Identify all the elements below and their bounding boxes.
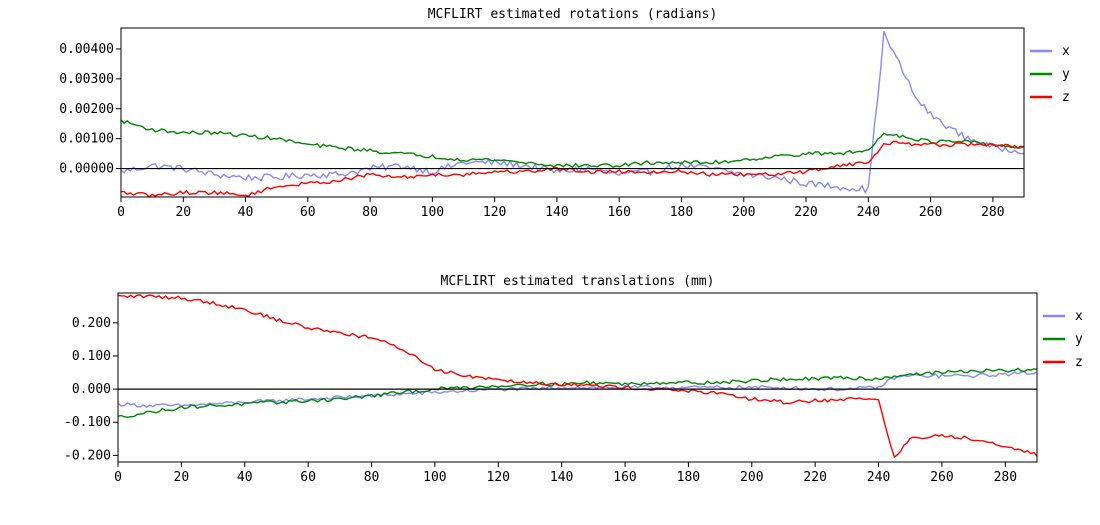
series-line-z: [118, 294, 1037, 459]
rotations-chart: MCFLIRT estimated rotations (radians) xyz…: [59, 7, 1070, 220]
x-tick-label: 240: [867, 470, 890, 485]
translations-chart: MCFLIRT estimated translations (mm) xyz 0 2…: [64, 274, 1083, 485]
y-tick-label: 0.00200: [59, 102, 114, 117]
legend-label-y: y: [1062, 67, 1070, 82]
x-tick-label: 220: [803, 470, 826, 485]
series-line-x: [121, 31, 1024, 195]
x-tick-label: 60: [300, 470, 316, 485]
y-tick-label: -0.100: [64, 415, 111, 430]
x-tick-label: 180: [677, 470, 700, 485]
x-tick-label: 260: [919, 205, 942, 220]
y-tick-label: 0.00000: [59, 162, 114, 177]
x-tick-label: 120: [483, 205, 506, 220]
x-tick-label: 160: [607, 205, 630, 220]
x-tick-label: 200: [732, 205, 755, 220]
x-tick-label: 80: [362, 205, 378, 220]
x-tick-label: 80: [364, 470, 380, 485]
y-tick-label: 0.00100: [59, 132, 114, 147]
plot-frame: [117, 292, 1038, 463]
legend-label-x: x: [1075, 309, 1083, 324]
x-tick-label: 280: [981, 205, 1004, 220]
y-tick-label: 0.200: [72, 316, 111, 331]
x-tick-label: 280: [994, 470, 1017, 485]
legend-label-x: x: [1062, 44, 1070, 59]
chart-title: MCFLIRT estimated translations (mm): [441, 274, 715, 289]
x-tick-label: 100: [423, 470, 446, 485]
x-tick-label: 240: [857, 205, 880, 220]
x-tick-label: 200: [740, 470, 763, 485]
x-tick-label: 0: [117, 205, 125, 220]
x-tick-label: 120: [487, 470, 510, 485]
x-tick-label: 180: [670, 205, 693, 220]
x-tick-label: 100: [421, 205, 444, 220]
x-tick-label: 220: [794, 205, 817, 220]
x-tick-label: 40: [237, 470, 253, 485]
series-line-x: [118, 370, 1037, 409]
x-tick-label: 20: [175, 205, 191, 220]
x-tick-label: 140: [550, 470, 573, 485]
x-tick-label: 0: [114, 470, 122, 485]
y-tick-label: -0.200: [64, 448, 111, 463]
series-line-y: [121, 119, 1024, 169]
x-tick-label: 40: [238, 205, 254, 220]
x-tick-label: 60: [300, 205, 316, 220]
x-tick-label: 260: [930, 470, 953, 485]
y-tick-label: 0.00300: [59, 72, 114, 87]
chart-title: MCFLIRT estimated rotations (radians): [428, 7, 718, 22]
plot-frame: [120, 27, 1025, 198]
series-line-y: [118, 367, 1037, 419]
legend-label-z: z: [1075, 355, 1083, 370]
legend-label-y: y: [1075, 332, 1083, 347]
y-tick-label: 0.00400: [59, 42, 114, 57]
y-tick-label: 0.100: [72, 349, 111, 364]
x-tick-label: 140: [545, 205, 568, 220]
legend-label-z: z: [1062, 90, 1070, 105]
y-tick-label: 0.000: [72, 382, 111, 397]
x-tick-label: 20: [174, 470, 190, 485]
x-tick-label: 160: [613, 470, 636, 485]
